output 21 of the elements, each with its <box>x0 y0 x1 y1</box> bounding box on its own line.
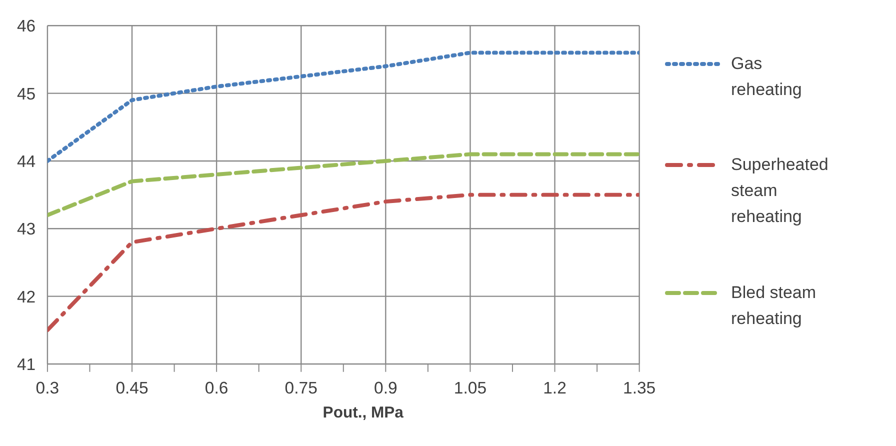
y-tick-label: 43 <box>16 220 36 239</box>
y-tick-label: 46 <box>16 16 36 36</box>
x-tick-label: 1.35 <box>623 378 656 398</box>
legend-label: Superheated steam reheating <box>731 154 830 228</box>
x-axis-title: Pout., MPa <box>322 404 404 422</box>
x-tick-label: 0.9 <box>374 378 398 398</box>
y-tick-label: 45 <box>16 84 36 104</box>
y-tick-label: 44 <box>16 152 36 171</box>
x-tick-label: 0.6 <box>204 378 228 398</box>
x-tick-label: 0.3 <box>36 378 60 398</box>
legend-label: Bled steam reheating <box>731 282 818 330</box>
y-tick-label: 41 <box>16 354 36 374</box>
x-tick-label: 0.45 <box>116 378 148 398</box>
line-series <box>47 152 640 218</box>
line-series <box>47 192 640 332</box>
x-tick-label: 1.05 <box>454 378 487 398</box>
line-series <box>47 50 640 163</box>
x-tick-label: 0.75 <box>284 378 318 398</box>
x-tick-label: 1.2 <box>543 378 566 398</box>
legend-label: Gas reheating <box>731 53 803 102</box>
y-tick-label: 42 <box>16 287 36 306</box>
